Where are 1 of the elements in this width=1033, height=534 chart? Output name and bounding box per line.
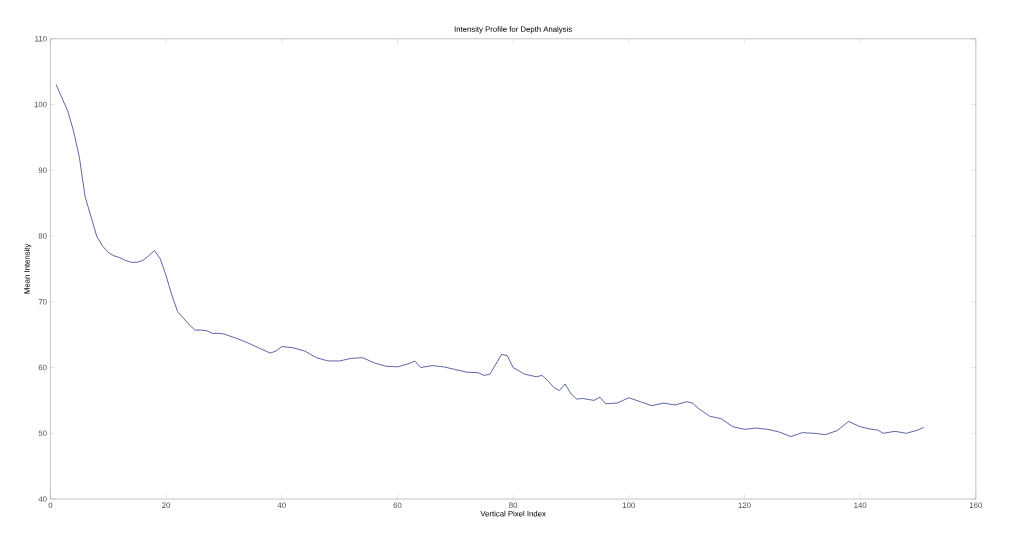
line-series: [55, 84, 925, 438]
